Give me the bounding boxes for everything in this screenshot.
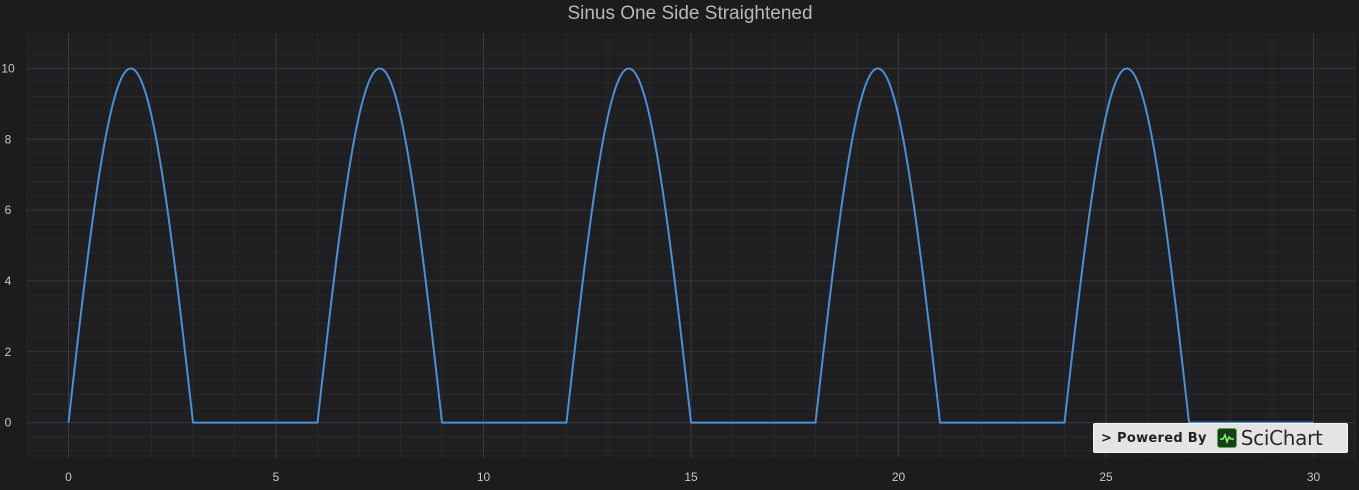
- x-tick-label: 5: [273, 470, 280, 484]
- y-tick-label: 8: [5, 132, 12, 146]
- x-tick-label: 0: [65, 470, 72, 484]
- x-tick-label: 30: [1307, 470, 1321, 484]
- y-tick-label: 10: [1, 61, 15, 75]
- chart-title: Sinus One Side Straightened: [567, 3, 812, 24]
- x-axis: 0 5 10 15 20 25 30: [65, 470, 1320, 484]
- y-tick-label: 6: [5, 203, 12, 217]
- x-tick-label: 25: [1099, 470, 1113, 484]
- y-axis: 0 2 4 6 8 10: [1, 61, 15, 429]
- powered-by-badge[interactable]: > Powered By SciChart: [1093, 423, 1348, 453]
- y-tick-label: 0: [5, 416, 12, 430]
- series-layer: [67, 67, 1314, 424]
- y-tick-label: 4: [5, 274, 12, 288]
- scichart-brand: SciChart: [1240, 426, 1323, 450]
- x-tick-label: 20: [892, 470, 906, 484]
- scichart-logo-icon: [1216, 428, 1237, 448]
- series-line: [67, 67, 1314, 424]
- x-tick-label: 15: [684, 470, 698, 484]
- x-tick-label: 10: [477, 470, 491, 484]
- y-tick-label: 2: [5, 345, 12, 359]
- powered-by-label: > Powered By: [1101, 430, 1207, 446]
